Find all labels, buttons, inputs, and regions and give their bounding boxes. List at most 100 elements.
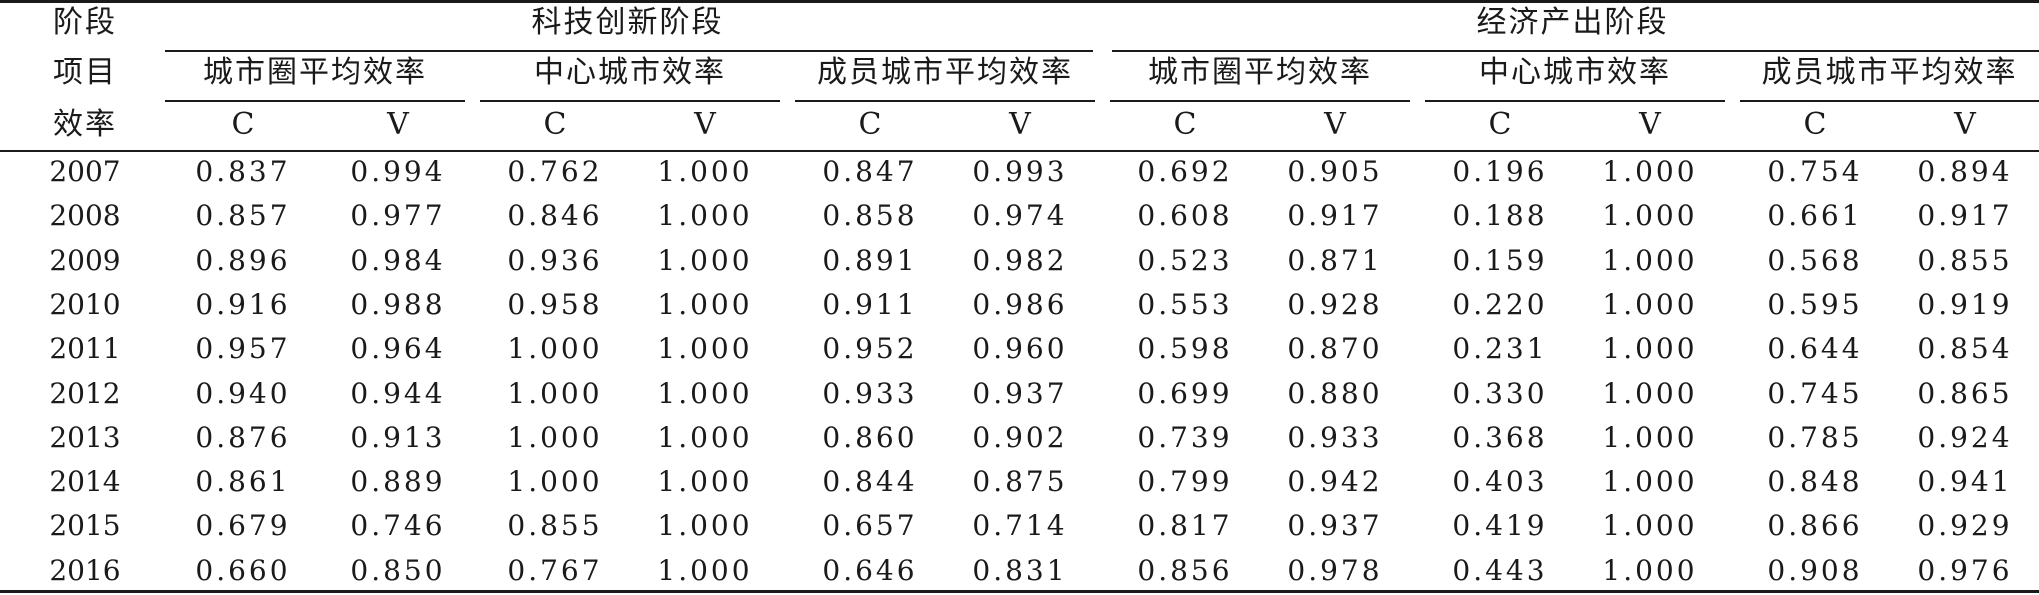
table-cell: 0.871 [1287, 243, 1383, 277]
table-cell: 0.846 [507, 199, 603, 233]
table-cell: 0.553 [1137, 287, 1233, 321]
table-cell: 0.330 [1452, 376, 1548, 410]
table-cell: 0.960 [972, 332, 1068, 366]
table-cell: 0.692 [1137, 155, 1233, 188]
group-header-innovation: 科技创新阶段 [531, 5, 724, 40]
table-cell: 0.608 [1137, 199, 1233, 233]
table-cell: 1.000 [1602, 155, 1698, 188]
cv-label: C [1173, 107, 1197, 142]
table-cell: 0.855 [507, 509, 603, 543]
table-cell: 0.894 [1917, 155, 2013, 188]
table-cell: 0.646 [822, 553, 918, 587]
table-cell: 0.889 [350, 465, 446, 499]
table-cell: 0.974 [972, 199, 1068, 233]
subgroup-header: 城市圈平均效率 [203, 55, 427, 90]
subgroup-rule [1110, 100, 1410, 102]
table-cell: 0.902 [972, 420, 1068, 454]
table-cell: 1.000 [657, 553, 753, 587]
table-cell: 1.000 [1602, 420, 1698, 454]
table-cell: 0.916 [195, 287, 291, 321]
row-year: 2014 [49, 465, 121, 499]
table-cell: 0.928 [1287, 287, 1383, 321]
table-cell: 1.000 [657, 243, 753, 277]
table-cell: 0.817 [1137, 509, 1233, 543]
table-cell: 0.831 [972, 553, 1068, 587]
cv-label: V [387, 107, 409, 142]
table-cell: 1.000 [1602, 199, 1698, 233]
table-cell: 1.000 [657, 155, 753, 188]
table-cell: 0.861 [195, 465, 291, 499]
table-cell: 0.942 [1287, 465, 1383, 499]
subgroup-header: 成员城市平均效率 [817, 55, 1073, 90]
table-cell: 0.937 [1287, 509, 1383, 543]
cv-label: V [1324, 107, 1346, 142]
table-cell: 0.924 [1917, 420, 2013, 454]
table-cell: 0.443 [1452, 553, 1548, 587]
table-cell: 0.660 [195, 553, 291, 587]
table-cell: 0.986 [972, 287, 1068, 321]
row-year: 2009 [49, 243, 121, 277]
table-cell: 0.159 [1452, 243, 1548, 277]
table-cell: 0.937 [972, 376, 1068, 410]
table-cell: 0.896 [195, 243, 291, 277]
table-cell: 0.929 [1917, 509, 2013, 543]
table-cell: 0.598 [1137, 332, 1233, 366]
table-cell: 1.000 [1602, 243, 1698, 277]
table-cell: 0.644 [1767, 332, 1863, 366]
table-cell: 0.762 [507, 155, 603, 188]
table-cell: 0.984 [350, 243, 446, 277]
table-cell: 0.785 [1767, 420, 1863, 454]
table-cell: 0.866 [1767, 509, 1863, 543]
top-rule [0, 0, 2039, 3]
row-year: 2007 [49, 155, 121, 188]
table-cell: 1.000 [1602, 553, 1698, 587]
table-cell: 1.000 [1602, 376, 1698, 410]
subgroup-rule [1425, 100, 1725, 102]
table-cell: 1.000 [657, 199, 753, 233]
table-cell: 0.403 [1452, 465, 1548, 499]
table-cell: 0.657 [822, 509, 918, 543]
table-cell: 0.767 [507, 553, 603, 587]
group-rule-output [1112, 50, 2039, 52]
table-cell: 0.982 [972, 243, 1068, 277]
table-cell: 0.988 [350, 287, 446, 321]
table-cell: 0.911 [822, 287, 918, 321]
table-cell: 0.188 [1452, 199, 1548, 233]
table-cell: 0.917 [1287, 199, 1383, 233]
table-cell: 1.000 [1602, 287, 1698, 321]
table-cell: 0.231 [1452, 332, 1548, 366]
group-header-output: 经济产出阶段 [1476, 5, 1669, 40]
table-cell: 1.000 [507, 332, 603, 366]
table-cell: 1.000 [657, 287, 753, 321]
cv-label: C [231, 107, 255, 142]
cv-label: C [858, 107, 882, 142]
table-cell: 0.940 [195, 376, 291, 410]
subgroup-rule [165, 100, 465, 102]
table-cell: 0.908 [1767, 553, 1863, 587]
table-cell: 0.880 [1287, 376, 1383, 410]
table-cell: 0.865 [1917, 376, 2013, 410]
group-rule-innovation [165, 50, 1093, 52]
row-label-item: 项目 [53, 55, 117, 90]
table-cell: 0.944 [350, 376, 446, 410]
table-cell: 0.854 [1917, 332, 2013, 366]
table-cell: 0.870 [1287, 332, 1383, 366]
table-cell: 0.523 [1137, 243, 1233, 277]
table-cell: 0.856 [1137, 553, 1233, 587]
table-cell: 0.941 [1917, 465, 2013, 499]
table-cell: 0.977 [350, 199, 446, 233]
table-cell: 0.746 [350, 509, 446, 543]
table-cell: 0.875 [972, 465, 1068, 499]
table-cell: 0.847 [822, 155, 918, 188]
table-cell: 0.957 [195, 332, 291, 366]
cv-label: C [1803, 107, 1827, 142]
subgroup-rule [480, 100, 780, 102]
table-cell: 0.876 [195, 420, 291, 454]
table-cell: 0.933 [822, 376, 918, 410]
row-label-stage: 阶段 [53, 5, 117, 40]
table-cell: 0.661 [1767, 199, 1863, 233]
cv-label: V [1009, 107, 1031, 142]
table-cell: 0.993 [972, 155, 1068, 188]
row-year: 2013 [49, 420, 121, 454]
table-cell: 0.857 [195, 199, 291, 233]
